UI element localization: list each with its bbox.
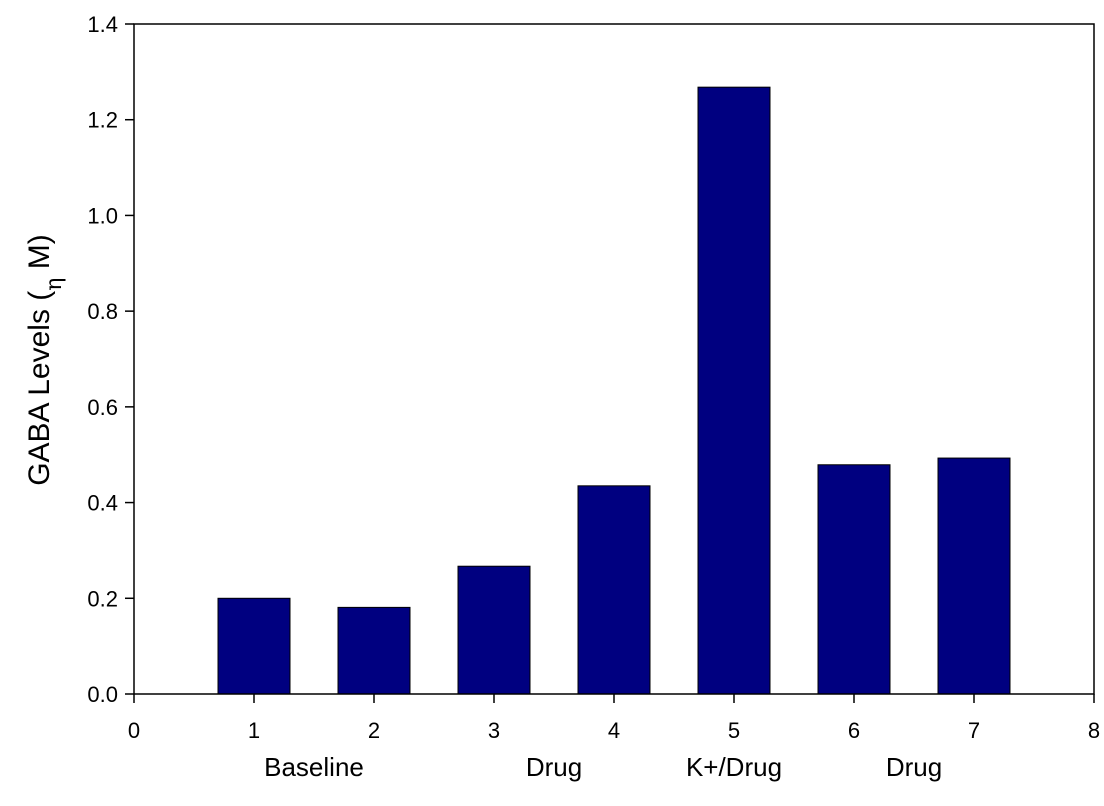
y-tick-label: 0.4 bbox=[87, 491, 118, 516]
y-tick-label: 1.2 bbox=[87, 108, 118, 133]
x-tick-label: 2 bbox=[368, 718, 380, 743]
x-tick-label: 8 bbox=[1088, 718, 1100, 743]
group-label: Drug bbox=[526, 752, 582, 782]
y-ticks-group: 0.0 0.2 0.4 0.6 0.8 1.0 1.2 1.4 bbox=[87, 12, 134, 707]
y-tick-label: 0.6 bbox=[87, 395, 118, 420]
x-tick-label: 7 bbox=[968, 718, 980, 743]
x-tick-label: 4 bbox=[608, 718, 620, 743]
y-tick-label: 1.4 bbox=[87, 12, 118, 37]
bar-2 bbox=[337, 606, 411, 695]
bar-4 bbox=[577, 485, 651, 695]
group-labels-group: Baseline Drug K+/Drug Drug bbox=[264, 752, 942, 782]
y-axis-title-symbol: η bbox=[42, 278, 67, 291]
x-ticks-group: 0 1 2 3 4 5 6 7 8 bbox=[128, 694, 1100, 743]
y-tick-label: 0.0 bbox=[87, 682, 118, 707]
bars-group bbox=[217, 86, 1011, 695]
bar-5 bbox=[697, 86, 771, 695]
x-tick-label: 5 bbox=[728, 718, 740, 743]
x-tick-label: 0 bbox=[128, 718, 140, 743]
y-axis-title: GABA Levels (η M) bbox=[23, 234, 67, 486]
x-tick-label: 1 bbox=[248, 718, 260, 743]
x-tick-label: 6 bbox=[848, 718, 860, 743]
group-label: Drug bbox=[886, 752, 942, 782]
y-axis-title-main: GABA Levels ( bbox=[23, 291, 56, 486]
x-tick-label: 3 bbox=[488, 718, 500, 743]
bar-3 bbox=[457, 565, 531, 695]
y-tick-label: 0.2 bbox=[87, 586, 118, 611]
bar-7 bbox=[937, 457, 1011, 695]
group-label: Baseline bbox=[264, 752, 364, 782]
bar-6 bbox=[817, 464, 891, 695]
y-tick-label: 0.8 bbox=[87, 299, 118, 324]
group-label: K+/Drug bbox=[686, 752, 782, 782]
y-tick-label: 1.0 bbox=[87, 203, 118, 228]
bar-1 bbox=[217, 597, 291, 695]
y-axis-title-suffix: M) bbox=[23, 234, 56, 277]
